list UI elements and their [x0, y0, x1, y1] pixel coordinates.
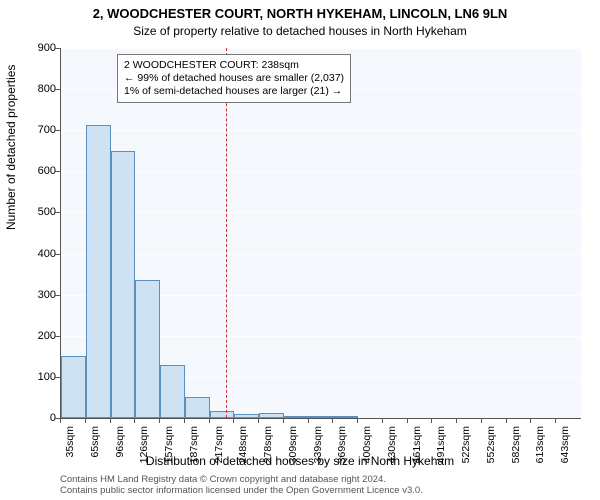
- y-tick-mark: [55, 130, 60, 131]
- x-tick-label: 309sqm: [287, 426, 299, 476]
- x-tick-label: 491sqm: [435, 426, 447, 476]
- x-tick-mark: [506, 418, 507, 423]
- annotation-box: 2 WOODCHESTER COURT: 238sqm← 99% of deta…: [117, 54, 351, 103]
- gridline-h: [61, 48, 581, 49]
- y-tick-label: 800: [16, 83, 56, 95]
- footer-line-2: Contains public sector information licen…: [60, 485, 423, 496]
- x-tick-label: 217sqm: [213, 426, 225, 476]
- x-tick-mark: [431, 418, 432, 423]
- y-tick-label: 500: [16, 206, 56, 218]
- gridline-h: [61, 171, 581, 172]
- annotation-line: 2 WOODCHESTER COURT: 238sqm: [124, 59, 344, 72]
- x-tick-label: 400sqm: [361, 426, 373, 476]
- x-tick-label: 187sqm: [188, 426, 200, 476]
- x-tick-label: 35sqm: [64, 426, 76, 476]
- x-tick-label: 369sqm: [336, 426, 348, 476]
- x-tick-mark: [357, 418, 358, 423]
- gridline-h: [61, 254, 581, 255]
- y-tick-label: 900: [16, 42, 56, 54]
- y-tick-mark: [55, 336, 60, 337]
- y-tick-mark: [55, 377, 60, 378]
- histogram-bar: [309, 416, 334, 418]
- chart-title-sub: Size of property relative to detached ho…: [0, 24, 600, 38]
- y-tick-label: 0: [16, 412, 56, 424]
- x-tick-mark: [85, 418, 86, 423]
- y-tick-mark: [55, 171, 60, 172]
- x-tick-label: 613sqm: [534, 426, 546, 476]
- x-tick-mark: [233, 418, 234, 423]
- x-tick-mark: [530, 418, 531, 423]
- x-tick-label: 65sqm: [89, 426, 101, 476]
- x-tick-mark: [60, 418, 61, 423]
- x-tick-mark: [555, 418, 556, 423]
- y-tick-label: 700: [16, 124, 56, 136]
- gridline-h: [61, 212, 581, 213]
- chart-title-main: 2, WOODCHESTER COURT, NORTH HYKEHAM, LIN…: [0, 6, 600, 21]
- x-tick-label: 96sqm: [114, 426, 126, 476]
- x-tick-mark: [110, 418, 111, 423]
- x-tick-label: 248sqm: [237, 426, 249, 476]
- x-tick-mark: [308, 418, 309, 423]
- histogram-bar: [210, 411, 235, 418]
- x-tick-mark: [283, 418, 284, 423]
- histogram-bar: [259, 413, 284, 418]
- y-tick-mark: [55, 89, 60, 90]
- y-tick-mark: [55, 48, 60, 49]
- x-tick-label: 430sqm: [386, 426, 398, 476]
- footer-attribution: Contains HM Land Registry data © Crown c…: [60, 474, 423, 497]
- y-tick-label: 400: [16, 248, 56, 260]
- y-tick-mark: [55, 295, 60, 296]
- x-tick-mark: [209, 418, 210, 423]
- plot-area: 2 WOODCHESTER COURT: 238sqm← 99% of deta…: [60, 48, 581, 419]
- histogram-bar: [234, 414, 259, 418]
- y-tick-label: 300: [16, 289, 56, 301]
- histogram-bar: [333, 416, 358, 418]
- reference-vline: [226, 48, 227, 418]
- y-tick-mark: [55, 254, 60, 255]
- x-tick-mark: [407, 418, 408, 423]
- x-tick-mark: [159, 418, 160, 423]
- x-tick-label: 643sqm: [559, 426, 571, 476]
- x-tick-label: 339sqm: [312, 426, 324, 476]
- x-tick-label: 552sqm: [485, 426, 497, 476]
- x-tick-mark: [184, 418, 185, 423]
- y-tick-label: 100: [16, 371, 56, 383]
- x-tick-mark: [332, 418, 333, 423]
- x-tick-label: 522sqm: [460, 426, 472, 476]
- x-tick-label: 278sqm: [262, 426, 274, 476]
- x-tick-mark: [258, 418, 259, 423]
- x-tick-label: 126sqm: [138, 426, 150, 476]
- histogram-bar: [86, 125, 111, 418]
- histogram-bar: [185, 397, 210, 418]
- x-tick-label: 461sqm: [411, 426, 423, 476]
- x-tick-label: 582sqm: [510, 426, 522, 476]
- y-tick-mark: [55, 212, 60, 213]
- histogram-bar: [111, 151, 136, 418]
- x-tick-mark: [481, 418, 482, 423]
- x-tick-mark: [134, 418, 135, 423]
- x-tick-mark: [382, 418, 383, 423]
- histogram-bar: [135, 280, 160, 418]
- annotation-line: ← 99% of detached houses are smaller (2,…: [124, 72, 344, 85]
- annotation-line: 1% of semi-detached houses are larger (2…: [124, 85, 344, 98]
- histogram-bar: [284, 416, 309, 418]
- gridline-h: [61, 130, 581, 131]
- x-tick-mark: [456, 418, 457, 423]
- x-tick-label: 157sqm: [163, 426, 175, 476]
- histogram-bar: [61, 356, 86, 418]
- y-tick-label: 200: [16, 330, 56, 342]
- y-tick-label: 600: [16, 165, 56, 177]
- histogram-bar: [160, 365, 185, 418]
